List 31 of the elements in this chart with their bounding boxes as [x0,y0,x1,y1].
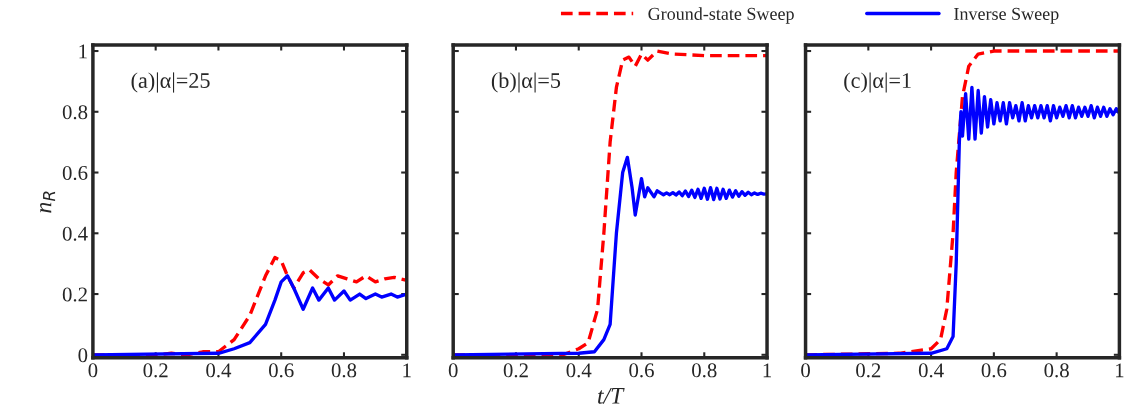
annotation: (c)|α|=1 [844,72,911,93]
x-tick-label: 1 [1116,363,1124,378]
x-tick-label: 1 [763,363,771,378]
y-tick-label: 0.8 [62,105,88,120]
x-tick-label: 0 [801,363,810,378]
x-axis-title: t/T [598,387,625,404]
x-tick-label: 0.6 [629,363,654,378]
x-tick-label: 0.4 [206,363,232,378]
x-tick-label: 0 [88,363,98,378]
x-tick-label: 0.2 [856,363,881,378]
x-tick-label: 0.8 [1044,363,1069,378]
y-tick-label: 0.6 [62,165,88,181]
annotation: (b)|α|=5 [491,72,561,93]
legend-label: Inverse Sweep [954,7,1059,24]
y-tick-label: 1 [79,44,87,59]
x-tick-label: 1 [403,363,411,378]
x-tick-label: 0.2 [143,363,168,378]
x-tick-label: 0.2 [503,363,528,378]
y-tick-label: 0.4 [62,226,88,241]
y-tick-label: 0.2 [62,287,87,302]
x-tick-label: 0 [448,363,458,378]
legend-label: Ground-state Sweep [648,7,794,24]
x-tick-label: 0.6 [268,363,294,378]
y-axis-title: n$_{R}$ [40,191,56,213]
x-tick-label: 0.8 [692,363,717,378]
annotation: (a)|α|=25 [131,72,210,93]
x-tick-label: 0.6 [981,363,1007,378]
x-tick-label: 0.4 [918,363,944,378]
x-tick-label: 0.8 [331,363,357,378]
x-tick-label: 0.4 [566,363,592,378]
y-tick-label: 0 [78,348,88,363]
